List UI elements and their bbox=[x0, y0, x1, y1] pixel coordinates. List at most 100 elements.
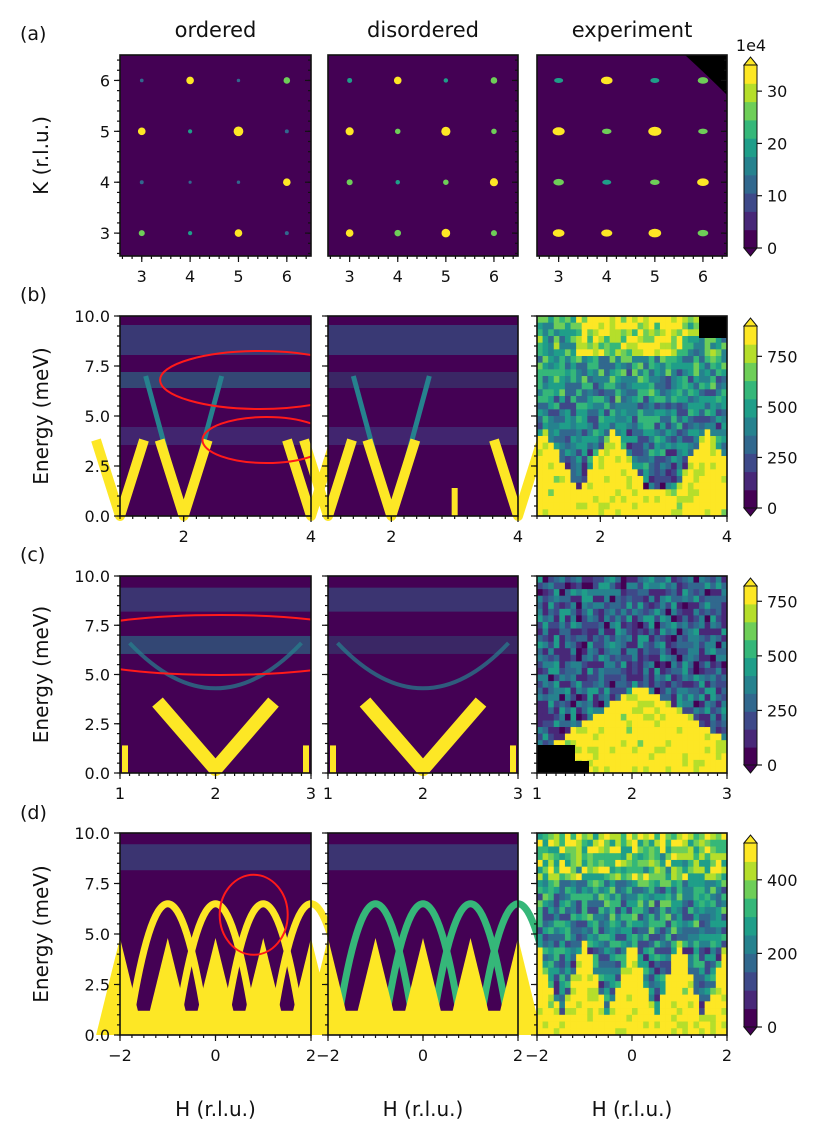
colorbar-tick-label: 400 bbox=[767, 871, 798, 890]
tick-label: 2 bbox=[179, 527, 189, 546]
bragg-peak-ordered-15 bbox=[283, 77, 291, 84]
tick-label: 6 bbox=[282, 267, 292, 286]
tick-label: 7.5 bbox=[85, 616, 110, 635]
y-axis-label: Energy (meV) bbox=[29, 347, 53, 484]
bragg-peak-experiment-13 bbox=[600, 76, 613, 85]
bragg-peak-experiment-10 bbox=[648, 126, 662, 136]
bragg-peak-experiment-9 bbox=[601, 128, 612, 135]
bragg-peak-experiment-11 bbox=[698, 128, 708, 135]
tick-label: 2.5 bbox=[85, 715, 110, 734]
map-background-experiment bbox=[537, 55, 727, 256]
tick-label: 5 bbox=[441, 267, 451, 286]
column-title: disordered bbox=[367, 18, 479, 42]
colorbar-offset-label: 1e4 bbox=[736, 36, 766, 55]
axes-frame-a-disordered bbox=[327, 54, 519, 257]
spectrum-experiment-1 bbox=[537, 316, 728, 517]
tick-label: 5.0 bbox=[85, 666, 110, 685]
bragg-peak-ordered-6 bbox=[236, 180, 241, 184]
colorbar-d bbox=[742, 834, 762, 1036]
annotation-group-c bbox=[120, 613, 311, 676]
spectrum-disordered-1 bbox=[299, 316, 547, 521]
bragg-peak-experiment-5 bbox=[602, 179, 612, 185]
bragg-peak-disordered-9 bbox=[394, 128, 401, 135]
row-label: (a) bbox=[20, 23, 46, 45]
y-axis-label: Energy (meV) bbox=[29, 606, 53, 743]
colorbar-tick-label: 10 bbox=[767, 187, 787, 206]
colorbar-tick-label: 500 bbox=[767, 398, 798, 417]
map-background-ordered bbox=[120, 55, 311, 256]
bragg-peak-ordered-4 bbox=[139, 180, 144, 185]
x-axis-label: H (r.l.u.) bbox=[592, 1097, 673, 1121]
bragg-peak-ordered-8 bbox=[137, 127, 146, 136]
spectrum-experiment-2 bbox=[537, 576, 728, 774]
tick-label: 3 bbox=[722, 784, 732, 803]
tick-label: 2 bbox=[210, 784, 220, 803]
tick-label: 4 bbox=[100, 173, 110, 192]
y-axis-label: Energy (meV) bbox=[29, 865, 53, 1002]
bragg-peak-disordered-0 bbox=[345, 229, 354, 237]
colorbar-tick-label: 250 bbox=[767, 701, 798, 720]
bragg-peak-experiment-8 bbox=[552, 127, 565, 136]
tick-label: 3 bbox=[554, 267, 564, 286]
tick-label: 10.0 bbox=[74, 824, 110, 843]
bragg-peak-ordered-12 bbox=[139, 78, 144, 83]
annotation-group-d bbox=[218, 873, 289, 956]
bragg-peak-disordered-10 bbox=[441, 126, 451, 136]
column-title: experiment bbox=[572, 18, 693, 42]
bragg-peak-disordered-1 bbox=[394, 229, 402, 237]
axes-frame-a-experiment bbox=[536, 54, 728, 257]
tick-label: 0.0 bbox=[85, 1026, 110, 1045]
tick-label: 2 bbox=[627, 784, 637, 803]
bragg-peak-disordered-4 bbox=[346, 179, 353, 186]
tick-label: 2 bbox=[513, 1046, 523, 1065]
bragg-peak-disordered-3 bbox=[490, 230, 497, 237]
tick-label: 2 bbox=[595, 527, 605, 546]
tick-label: 10.0 bbox=[74, 567, 110, 586]
map-background-disordered bbox=[328, 55, 518, 256]
tick-label: 4 bbox=[602, 267, 612, 286]
tick-label: −2 bbox=[316, 1046, 340, 1065]
tick-label: 5 bbox=[650, 267, 660, 286]
tick-label: 4 bbox=[722, 527, 732, 546]
colorbar-tick-label: 0 bbox=[767, 499, 777, 518]
row-label: (b) bbox=[20, 284, 47, 306]
bragg-peak-experiment-15 bbox=[697, 77, 709, 84]
colorbar-tick-label: 750 bbox=[767, 592, 798, 611]
colorbar-c bbox=[742, 577, 762, 774]
annotation-circle bbox=[218, 873, 289, 956]
spectrum-ordered-1 bbox=[91, 316, 340, 521]
tick-label: 0.0 bbox=[85, 764, 110, 783]
bragg-peak-disordered-14 bbox=[443, 78, 449, 83]
bragg-peak-ordered-9 bbox=[188, 129, 193, 134]
bragg-peak-experiment-4 bbox=[553, 178, 564, 186]
tick-label: 2 bbox=[386, 527, 396, 546]
tick-label: 2.5 bbox=[85, 457, 110, 476]
tick-label: −2 bbox=[525, 1046, 549, 1065]
colorbar-tick-label: 0 bbox=[767, 1018, 777, 1037]
bragg-peak-ordered-0 bbox=[138, 230, 145, 237]
tick-label: 1 bbox=[532, 784, 542, 803]
tick-label: 3 bbox=[306, 784, 316, 803]
colorbar-tick-label: 200 bbox=[767, 944, 798, 963]
tick-label: 5 bbox=[100, 122, 110, 141]
tick-label: 7.5 bbox=[85, 875, 110, 894]
tick-label: 6 bbox=[489, 267, 499, 286]
annotation-ellipse bbox=[201, 416, 311, 464]
spectrum-disordered-2 bbox=[328, 576, 518, 777]
row-label: (d) bbox=[20, 802, 47, 824]
tick-label: 0 bbox=[418, 1046, 428, 1065]
bragg-peak-ordered-3 bbox=[284, 231, 289, 236]
bragg-peak-ordered-1 bbox=[188, 230, 193, 236]
tick-label: 4 bbox=[185, 267, 195, 286]
tick-label: 0 bbox=[627, 1046, 637, 1065]
tick-label: 2 bbox=[418, 784, 428, 803]
masked-region bbox=[685, 55, 727, 95]
bragg-peak-disordered-15 bbox=[490, 77, 498, 84]
bragg-peak-disordered-2 bbox=[441, 228, 451, 238]
bragg-peak-experiment-14 bbox=[650, 77, 660, 83]
tick-label: 3 bbox=[513, 784, 523, 803]
bragg-peak-disordered-12 bbox=[347, 77, 353, 83]
tick-label: 4 bbox=[306, 527, 316, 546]
colorbar-tick-label: 20 bbox=[767, 134, 787, 153]
bragg-peak-experiment-0 bbox=[552, 229, 565, 237]
